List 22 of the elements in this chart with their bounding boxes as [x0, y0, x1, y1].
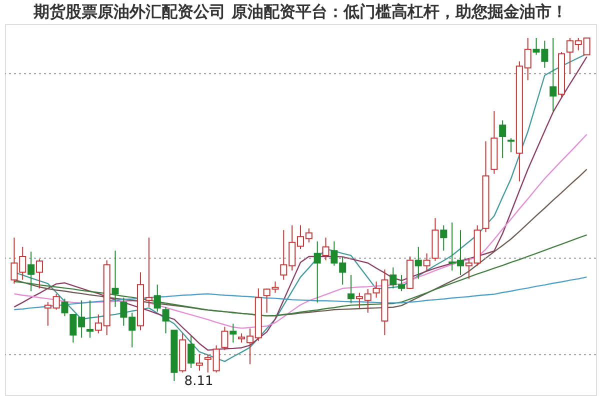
candlestick [508, 138, 515, 153]
candlestick [230, 323, 237, 344]
candlestick [196, 353, 203, 372]
candlestick [440, 224, 448, 252]
candlestick [314, 240, 321, 303]
candlestick [348, 274, 355, 304]
candlestick [162, 306, 170, 334]
candlestick [423, 252, 430, 272]
annotation: 8.11 [184, 374, 214, 389]
candlestick [322, 237, 330, 261]
chart-title: 期货股票原油外汇配资公司 原油配资平台：低门槛高杠杆，助您掘金油市！ [32, 2, 568, 21]
candlestick [550, 38, 557, 112]
candlestick [188, 336, 195, 368]
candlestick [112, 250, 119, 308]
candlestick [61, 298, 68, 317]
candlestick [86, 300, 94, 338]
candlestick [414, 246, 422, 280]
candlestick [499, 120, 506, 159]
candlestick [221, 326, 228, 351]
candlestick [36, 258, 43, 289]
candlestick [154, 284, 161, 312]
candlestick [28, 251, 35, 292]
